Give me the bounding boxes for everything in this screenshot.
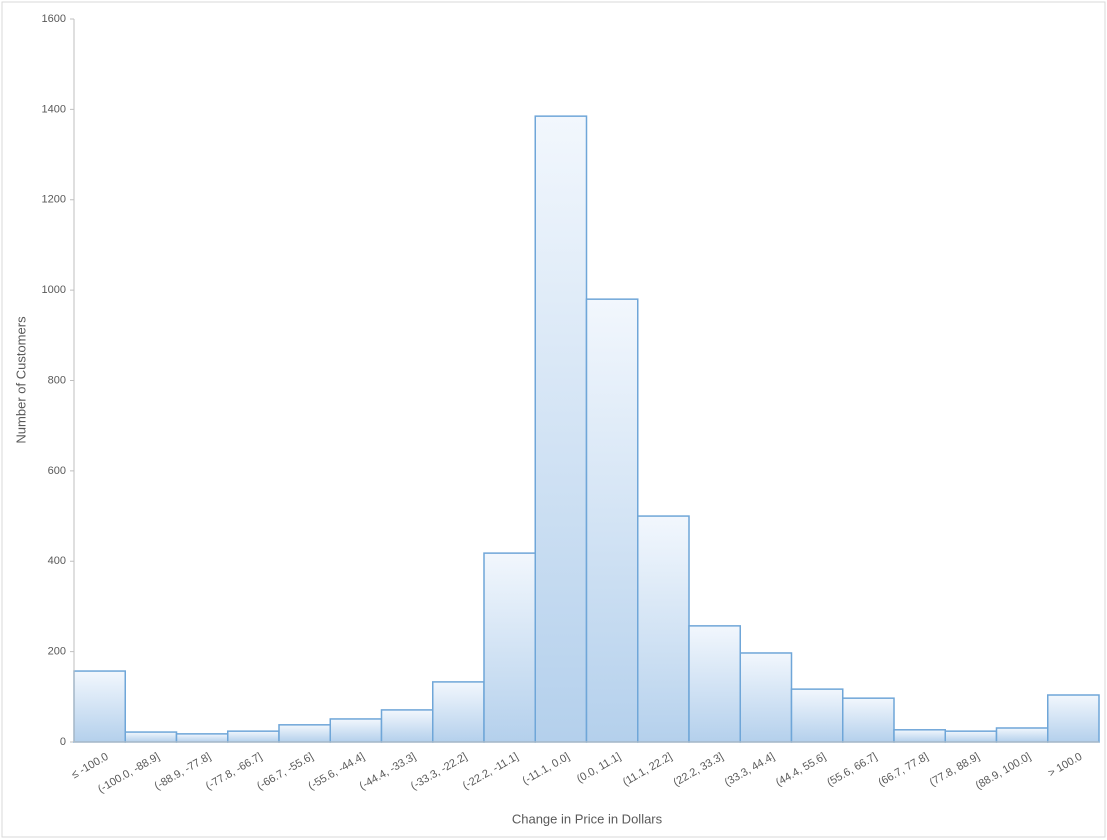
bar [1047, 694, 1100, 743]
bar [944, 730, 998, 743]
x-tick-label: (-33.3, -22.2] [409, 751, 470, 793]
x-tick-label: (-11.1, 0.0] [520, 751, 571, 788]
bar [227, 730, 280, 743]
bar [995, 727, 1049, 743]
bar [432, 681, 485, 743]
x-tick-label: (11.1, 22.2] [621, 751, 674, 789]
y-tick-label: 800 [48, 374, 66, 386]
x-tick-label: (33.3, 44.4] [723, 751, 777, 789]
y-tick-label: 600 [48, 465, 66, 477]
y-tick-label: 1600 [42, 13, 66, 25]
bar [329, 718, 383, 743]
y-tick-label: 400 [48, 555, 66, 567]
x-tick-label: > 100.0 [1046, 751, 1084, 780]
x-tick-label: (-88.9, -77.8] [153, 751, 214, 793]
bar [790, 688, 844, 743]
y-tick-label: 1400 [42, 103, 66, 115]
x-tick-label: (44.4, 55.6] [774, 751, 828, 789]
x-tick-label: (-55.6, -44.4] [306, 751, 367, 793]
bar [380, 709, 434, 743]
x-tick-label: (0.0, 11.1] [575, 751, 623, 786]
bar [278, 724, 331, 743]
y-tick-label: 0 [60, 736, 66, 748]
bar [585, 298, 639, 743]
y-tick-label: 200 [48, 646, 66, 658]
bar [175, 733, 229, 743]
bar [124, 731, 178, 743]
x-tick-label: (55.6, 66.7] [825, 751, 879, 789]
y-tick-label: 1200 [42, 194, 66, 206]
x-tick-label: (66.7, 77.8] [876, 751, 930, 789]
x-tick-label: (22.2, 33.3] [671, 751, 725, 789]
bar [688, 625, 741, 743]
bar [483, 552, 536, 743]
x-axis-title: Change in Price in Dollars [512, 811, 663, 826]
y-tick-label: 1000 [42, 284, 66, 296]
x-tick-label: (88.9, 100.0] [974, 751, 1034, 792]
bar [842, 697, 895, 743]
y-axis-title: Number of Customers [13, 316, 28, 444]
x-tick-label: (-66.7, -55.6] [255, 751, 316, 793]
bar [637, 515, 690, 743]
x-tick-label: (-22.2, -11.1] [461, 751, 521, 792]
bar [73, 670, 126, 743]
x-tick-label: (-77.8, -66.7] [204, 751, 265, 793]
bar [739, 652, 793, 743]
bar [893, 729, 946, 743]
x-tick-label: (-44.4, -33.3] [358, 751, 419, 793]
bar [534, 115, 588, 743]
x-tick-label: ≤ -100.0 [70, 751, 111, 782]
